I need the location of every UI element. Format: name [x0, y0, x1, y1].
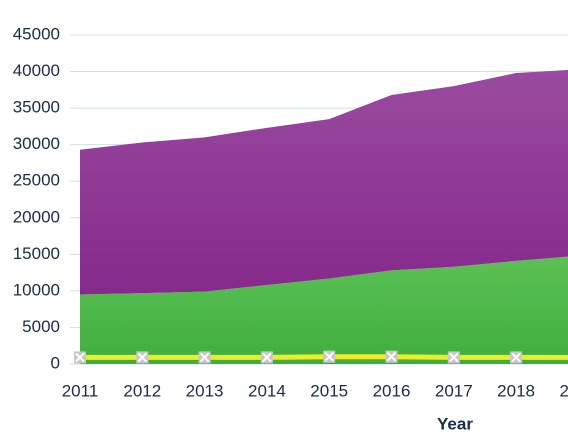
x-tick-label: 2015 — [310, 381, 348, 400]
x-tick-label: 2012 — [123, 381, 161, 400]
x-tick-label: 2019 — [559, 381, 568, 400]
marker-x — [511, 352, 521, 363]
marker — [323, 350, 336, 363]
marker — [136, 351, 149, 364]
marker-x — [449, 352, 459, 363]
y-tick-label: 35000 — [13, 98, 60, 117]
x-tick-label: 2013 — [186, 381, 224, 400]
y-tick-label: 10000 — [13, 280, 60, 299]
y-tick-label: 30000 — [13, 134, 60, 153]
marker-x — [75, 352, 85, 363]
marker-x — [386, 351, 397, 362]
marker — [74, 351, 86, 364]
marker — [198, 351, 211, 364]
area — [80, 256, 568, 364]
marker — [447, 351, 460, 364]
x-tick-label: 2011 — [62, 381, 99, 400]
marker — [510, 351, 523, 364]
y-tick-label: 40000 — [13, 61, 60, 80]
y-tick-label: 0 — [51, 353, 60, 372]
y-tick-label: 5000 — [22, 317, 60, 336]
marker-x — [137, 352, 148, 363]
y-tick-label: 45000 — [13, 24, 60, 43]
x-tick-label: 2018 — [497, 381, 535, 400]
x-tick-label: 2016 — [373, 381, 411, 400]
marker-x — [199, 352, 210, 363]
marker-x — [262, 352, 272, 363]
marker — [385, 350, 398, 363]
x-axis-label: Year — [437, 414, 473, 433]
y-tick-label: 25000 — [13, 171, 60, 190]
marker — [260, 351, 273, 364]
area — [80, 69, 568, 295]
marker-x — [324, 351, 334, 362]
x-tick-label: 2017 — [435, 381, 473, 400]
y-tick-label: 20000 — [13, 207, 60, 226]
y-tick-label: 15000 — [13, 244, 60, 263]
x-tick-label: 2014 — [248, 381, 286, 400]
